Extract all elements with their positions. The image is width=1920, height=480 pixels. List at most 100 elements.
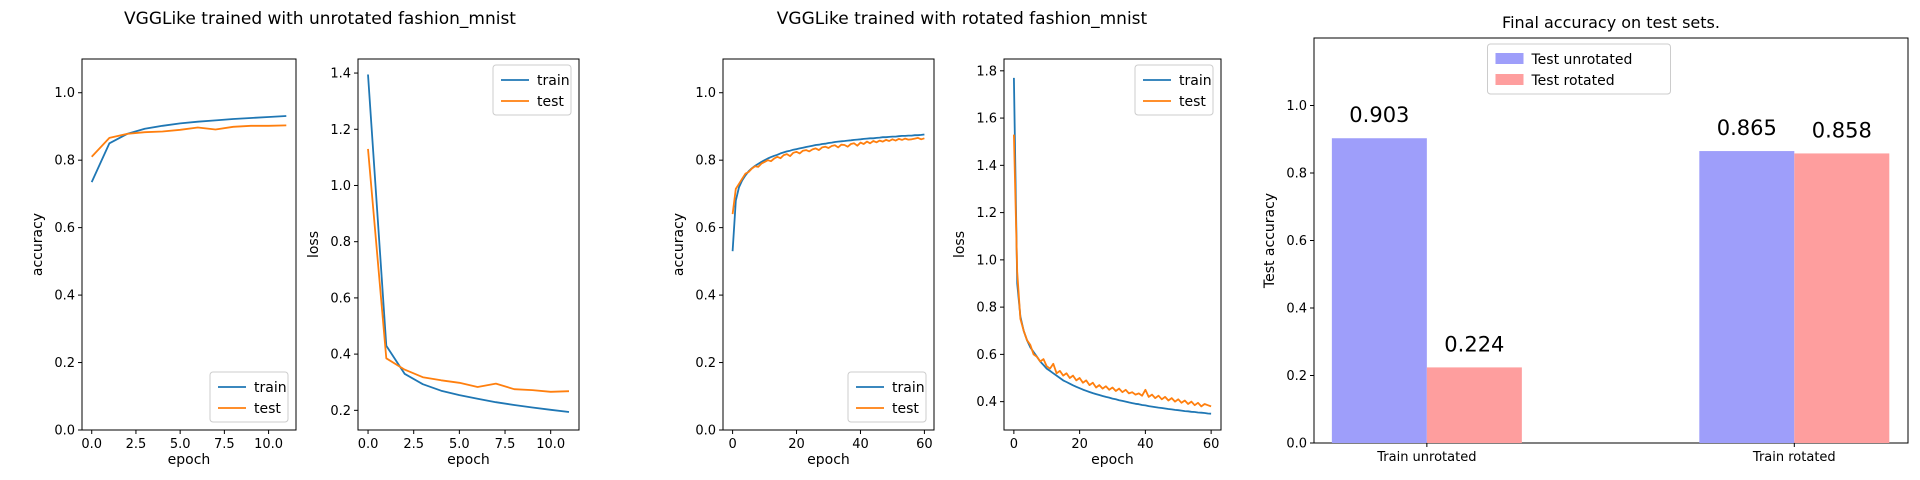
y-tick-label: 0.4: [695, 289, 716, 304]
bar-Test rotated: [1794, 153, 1890, 444]
y-tick-label: 1.0: [330, 179, 351, 194]
x-axis-label: epoch: [168, 452, 211, 468]
x-tick-label: 0: [728, 437, 736, 452]
suptitle-rotated: VGGLike trained with rotated fashion_mni…: [777, 9, 1148, 29]
axes-frame: [81, 58, 297, 431]
axes-frame: [722, 58, 935, 431]
axes-frame: [357, 58, 580, 431]
x-tick-label: Train rotated: [1752, 450, 1836, 465]
suptitle-unrotated: VGGLike trained with unrotated fashion_m…: [124, 9, 516, 29]
chart-rot_loss: 0.4 0.6 0.8 1.0 1.2 1.4 1.6 1.8 0 20 40 60 epoch loss…: [952, 58, 1222, 468]
legend-box: [209, 371, 289, 423]
x-axis-label: epoch: [447, 452, 490, 468]
y-tick-label: 0.8: [54, 154, 75, 169]
legend-label-train: train: [892, 380, 925, 396]
y-axis-label: Test accuracy: [1262, 193, 1278, 289]
y-tick-label: 0.4: [330, 348, 351, 363]
chart-rot_acc: 0.0 0.2 0.4 0.6 0.8 1.0 0 20 40 60 epoch accuracy tr…: [671, 58, 935, 468]
chart-unrot_acc: 0.0 0.2 0.4 0.6 0.8 1.0 0.0 2.5 5.0 7.5 10.0 epoch a…: [30, 58, 297, 468]
x-tick-label: 2.5: [403, 437, 424, 452]
x-tick-label: Train unrotated: [1376, 450, 1476, 465]
x-tick-label: 5.0: [170, 437, 191, 452]
y-tick-label: 0.8: [695, 154, 716, 169]
y-tick-label: 1.0: [976, 253, 997, 268]
y-tick-label: 0.4: [54, 289, 75, 304]
y-tick-label: 1.0: [695, 86, 716, 101]
series-line-test: [91, 124, 287, 158]
y-tick-label: 1.2: [330, 123, 351, 138]
y-tick-label: 0.4: [976, 395, 997, 410]
legend-box: [492, 64, 572, 116]
y-tick-label: 1.0: [54, 86, 75, 101]
y-tick-label: 0.8: [976, 301, 997, 316]
legend-box: [1487, 43, 1671, 95]
legend-label-test: test: [1179, 94, 1206, 110]
chart-final_acc: 0.0 0.2 0.4 0.6 0.8 1.0 Test accuracy Final acc…: [1262, 13, 1909, 465]
y-tick-label: 0.6: [976, 348, 997, 363]
x-tick-label: 60: [1203, 437, 1220, 452]
chart-title: Final accuracy on test sets.: [1502, 13, 1720, 32]
legend-label-train: train: [254, 380, 287, 396]
x-tick-label: 40: [852, 437, 869, 452]
bar-data-label: 0.903: [1349, 103, 1409, 127]
series-line-test: [1013, 134, 1212, 408]
y-axis-label: loss: [306, 231, 322, 258]
series-line-train: [731, 133, 925, 252]
axes-frame: [1003, 58, 1222, 431]
x-tick-label: 60: [916, 437, 933, 452]
series-line-test: [367, 148, 570, 393]
x-tick-label: 7.5: [214, 437, 235, 452]
x-tick-label: 20: [788, 437, 805, 452]
y-tick-label: 1.4: [330, 67, 351, 82]
y-tick-label: 1.4: [976, 159, 997, 174]
chart-unrot_loss: 0.2 0.4 0.6 0.8 1.0 1.2 1.4 0.0 2.5 5.0 7.5 10.0 epo…: [306, 58, 580, 468]
y-tick-label: 0.2: [330, 404, 351, 419]
x-tick-label: 0: [1010, 437, 1018, 452]
y-tick-label: 0.0: [1286, 437, 1307, 452]
bar-Test unrotated: [1699, 151, 1795, 443]
legend-label-train: train: [537, 73, 570, 89]
y-tick-label: 0.0: [54, 424, 75, 439]
legend-label-Test rotated: Test rotated: [1531, 73, 1615, 89]
y-tick-label: 0.8: [1286, 167, 1307, 182]
x-axis-label: epoch: [1091, 452, 1134, 468]
x-tick-label: 20: [1071, 437, 1088, 452]
legend-label-test: test: [892, 401, 919, 417]
bar-Test rotated: [1426, 367, 1522, 443]
legend-label-test: test: [537, 94, 564, 110]
y-tick-label: 0.8: [330, 235, 351, 250]
y-tick-label: 0.2: [1286, 369, 1307, 384]
bar-data-label: 0.865: [1717, 116, 1777, 140]
legend-swatch-Test rotated: [1495, 74, 1524, 85]
y-axis-label: loss: [952, 231, 968, 258]
x-tick-label: 0.0: [358, 437, 379, 452]
y-axis-label: accuracy: [671, 213, 687, 276]
x-axis-label: epoch: [807, 452, 850, 468]
bar-data-label: 0.224: [1444, 332, 1504, 356]
series-line-train: [1013, 77, 1212, 415]
y-tick-label: 0.6: [330, 291, 351, 306]
legend-label-train: train: [1179, 73, 1212, 89]
x-tick-label: 7.5: [495, 437, 516, 452]
y-tick-label: 0.2: [54, 356, 75, 371]
charts: 0.0 0.2 0.4 0.6 0.8 1.0 0.0 2.5 5.0 7.5 10.0 epoch a…: [30, 13, 1909, 468]
y-tick-label: 0.6: [54, 221, 75, 236]
x-tick-label: 5.0: [449, 437, 470, 452]
series-line-test: [731, 136, 925, 215]
y-tick-label: 1.6: [976, 112, 997, 127]
x-tick-label: 2.5: [126, 437, 147, 452]
y-tick-label: 0.6: [1286, 234, 1307, 249]
bar-Test unrotated: [1331, 138, 1427, 444]
x-tick-label: 0.0: [81, 437, 102, 452]
legend-box: [1134, 64, 1214, 116]
y-tick-label: 0.2: [695, 356, 716, 371]
x-tick-label: 40: [1137, 437, 1154, 452]
bar-data-label: 0.858: [1812, 118, 1872, 142]
x-tick-label: 10.0: [536, 437, 565, 452]
legend-box: [847, 371, 927, 423]
x-tick-label: 10.0: [254, 437, 283, 452]
legend-swatch-Test unrotated: [1495, 53, 1524, 64]
series-line-train: [367, 74, 570, 413]
y-tick-label: 1.2: [976, 206, 997, 221]
